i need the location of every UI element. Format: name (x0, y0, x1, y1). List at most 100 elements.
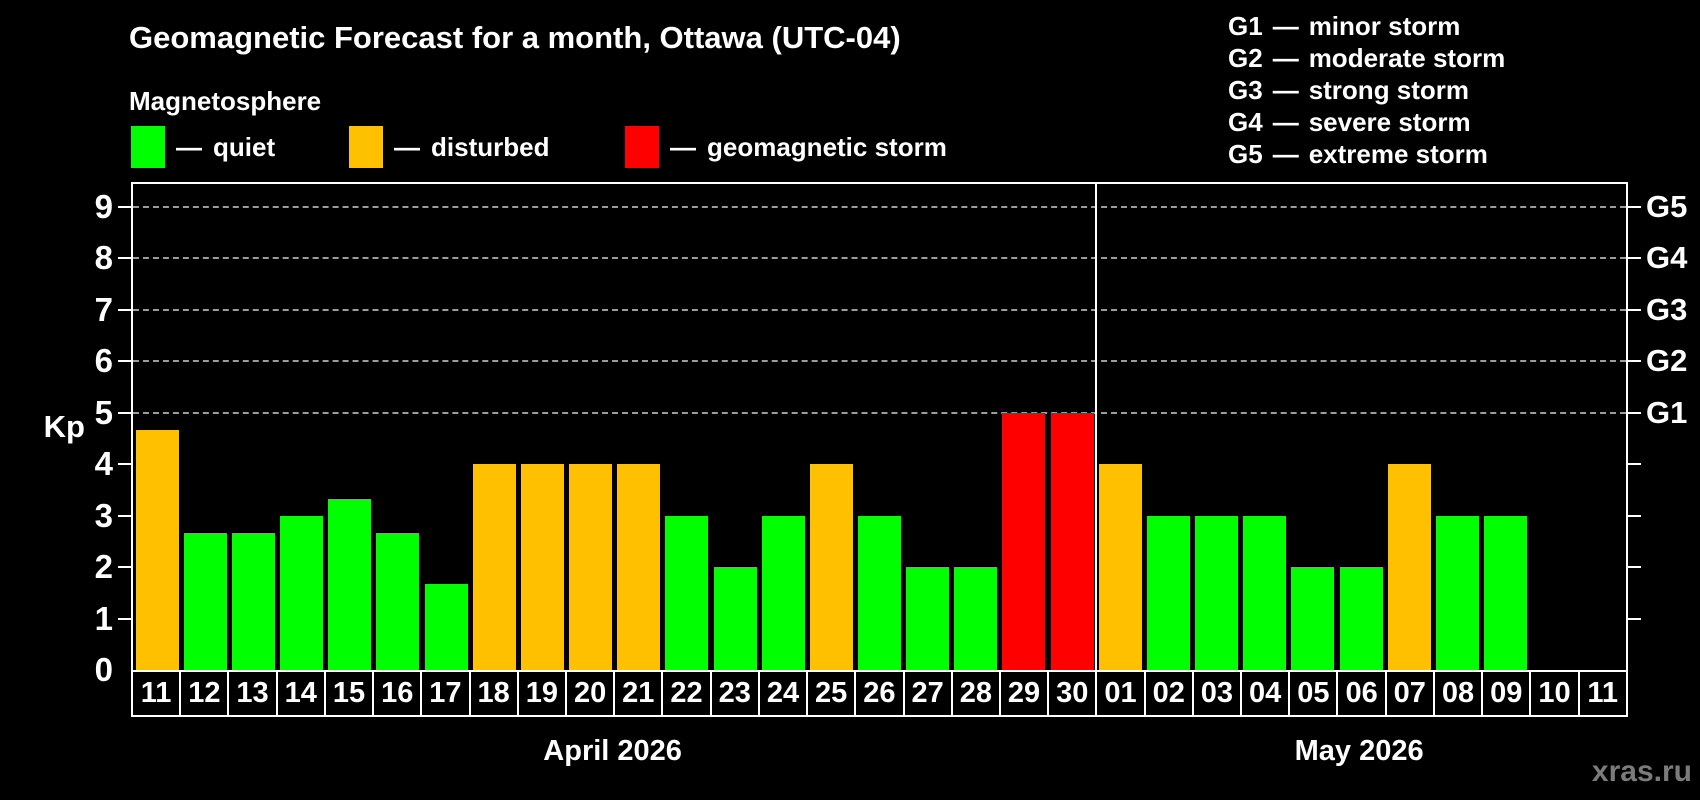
kp-bar (617, 464, 661, 670)
day-label: 04 (1240, 670, 1291, 717)
kp-bar (954, 567, 998, 670)
kp-bar (1146, 515, 1190, 670)
kp-bar (135, 429, 179, 670)
day-label: 09 (1481, 670, 1532, 717)
kp-bar (1484, 515, 1528, 670)
kp-bar (376, 532, 420, 670)
y-tick-label: 5 (94, 393, 113, 431)
legend-label: geomagnetic storm (707, 131, 947, 162)
right-axis-tick (1628, 617, 1641, 620)
day-label: 11 (131, 670, 182, 717)
right-axis-tick (1628, 411, 1641, 414)
legend-dash: — (1272, 139, 1299, 169)
right-axis-tick (1628, 308, 1641, 311)
day-label: 12 (179, 670, 230, 717)
day-label: 06 (1336, 670, 1387, 717)
kp-bar (231, 532, 275, 670)
left-axis-tick (118, 617, 131, 620)
legend-dash: — (1272, 11, 1299, 41)
gridline-kp9 (133, 205, 1626, 208)
day-label: 23 (709, 670, 760, 717)
storm-scale-code: G3 (1228, 75, 1263, 105)
day-label: 28 (950, 670, 1001, 717)
kp-bar (858, 515, 901, 670)
kp-bar (761, 515, 805, 670)
right-axis-tick (1628, 205, 1641, 208)
day-label: 08 (1432, 670, 1484, 717)
kp-bar (1002, 412, 1046, 670)
month-label-may: May 2026 (1294, 735, 1424, 767)
right-axis-tick (1628, 360, 1641, 363)
day-label: 29 (998, 670, 1050, 717)
storm-scale-label: severe storm (1308, 107, 1471, 137)
day-label: 25 (806, 670, 857, 717)
kp-bar (665, 515, 709, 670)
kp-bar (906, 567, 950, 670)
quiet-color-swatch (131, 126, 165, 168)
day-label: 10 (1529, 670, 1580, 717)
kp-bar (520, 464, 564, 670)
right-axis-label-g4: G4 (1646, 240, 1688, 276)
kp-bar (713, 567, 757, 670)
storm-scale-label: extreme storm (1308, 139, 1488, 169)
kp-bar (1098, 464, 1142, 670)
kp-bar (569, 464, 613, 670)
storm-scale-code: G4 (1228, 107, 1263, 137)
storm-scale-label: strong storm (1308, 75, 1470, 105)
y-tick-label: 8 (94, 239, 113, 277)
day-label: 22 (661, 670, 712, 717)
right-axis-tick (1628, 257, 1641, 260)
day-label: 16 (372, 670, 423, 717)
day-label: 17 (420, 670, 471, 717)
kp-bar (1339, 567, 1383, 670)
right-axis-tick (1628, 566, 1641, 569)
day-label: 26 (854, 670, 905, 717)
plot-area: Kp 0 1 2 3 4 5 6 7 8 9 G1 G2 G3 G4 G5 (44, 182, 1687, 688)
kp-bar (328, 498, 372, 670)
y-tick-label: 1 (94, 599, 113, 637)
legend-item-storm: — geomagnetic storm (625, 126, 947, 168)
legend-dash: — (1272, 43, 1299, 73)
storm-scale-legend: G1 — minor storm G2 — moderate storm G3 … (1228, 10, 1505, 170)
legend-dash: — (394, 131, 420, 162)
legend-dash: — (1272, 107, 1299, 137)
y-tick-label: 3 (94, 496, 113, 534)
right-axis-label-g5: G5 (1646, 188, 1688, 224)
day-label: 03 (1191, 670, 1243, 717)
day-label: 01 (1095, 670, 1146, 717)
y-tick-label: 6 (94, 342, 113, 380)
legend-dash: — (1272, 75, 1299, 105)
left-axis-tick (118, 205, 131, 208)
storm-scale-label: moderate storm (1308, 43, 1506, 73)
disturbed-color-swatch (349, 126, 383, 168)
x-axis-day-labels: 11 12 13 14 15 16 17 18 19 20 21 22 23 24 25 26 27 28 29 30… (131, 670, 1628, 717)
right-axis-label-g2: G2 (1646, 343, 1688, 379)
gridline-kp5 (133, 411, 1626, 414)
left-axis-tick (118, 360, 131, 363)
kp-bar (472, 464, 516, 670)
magnetosphere-heading: Magnetosphere (129, 86, 322, 116)
day-label: 21 (613, 670, 664, 717)
month-divider-line (1095, 184, 1098, 670)
y-axis-title: Kp (43, 409, 85, 444)
right-axis-tick (1628, 463, 1641, 466)
storm-scale-line-g3: G3 — strong storm (1228, 74, 1505, 106)
chart-title: Geomagnetic Forecast for a month, Ottawa… (129, 20, 901, 55)
storm-scale-line-g4: G4 — severe storm (1228, 106, 1505, 138)
y-tick-label: 7 (94, 290, 113, 328)
day-label: 15 (323, 670, 375, 717)
legend-label: quiet (213, 131, 276, 162)
day-label: 30 (1047, 670, 1098, 717)
right-axis-tick (1628, 514, 1641, 517)
storm-scale-label: minor storm (1308, 11, 1461, 41)
watermark: xras.ru (1591, 755, 1692, 788)
storm-scale-line-g5: G5 — extreme storm (1228, 138, 1505, 170)
y-tick-label: 9 (94, 187, 113, 225)
gridline-kp6 (133, 360, 1626, 363)
day-label: 11 (1577, 670, 1628, 717)
kp-bar (424, 584, 468, 670)
kp-bar (809, 464, 853, 670)
legend-label: disturbed (431, 131, 550, 162)
storm-scale-line-g1: G1 — minor storm (1228, 10, 1505, 42)
y-tick-label: 2 (94, 548, 113, 586)
